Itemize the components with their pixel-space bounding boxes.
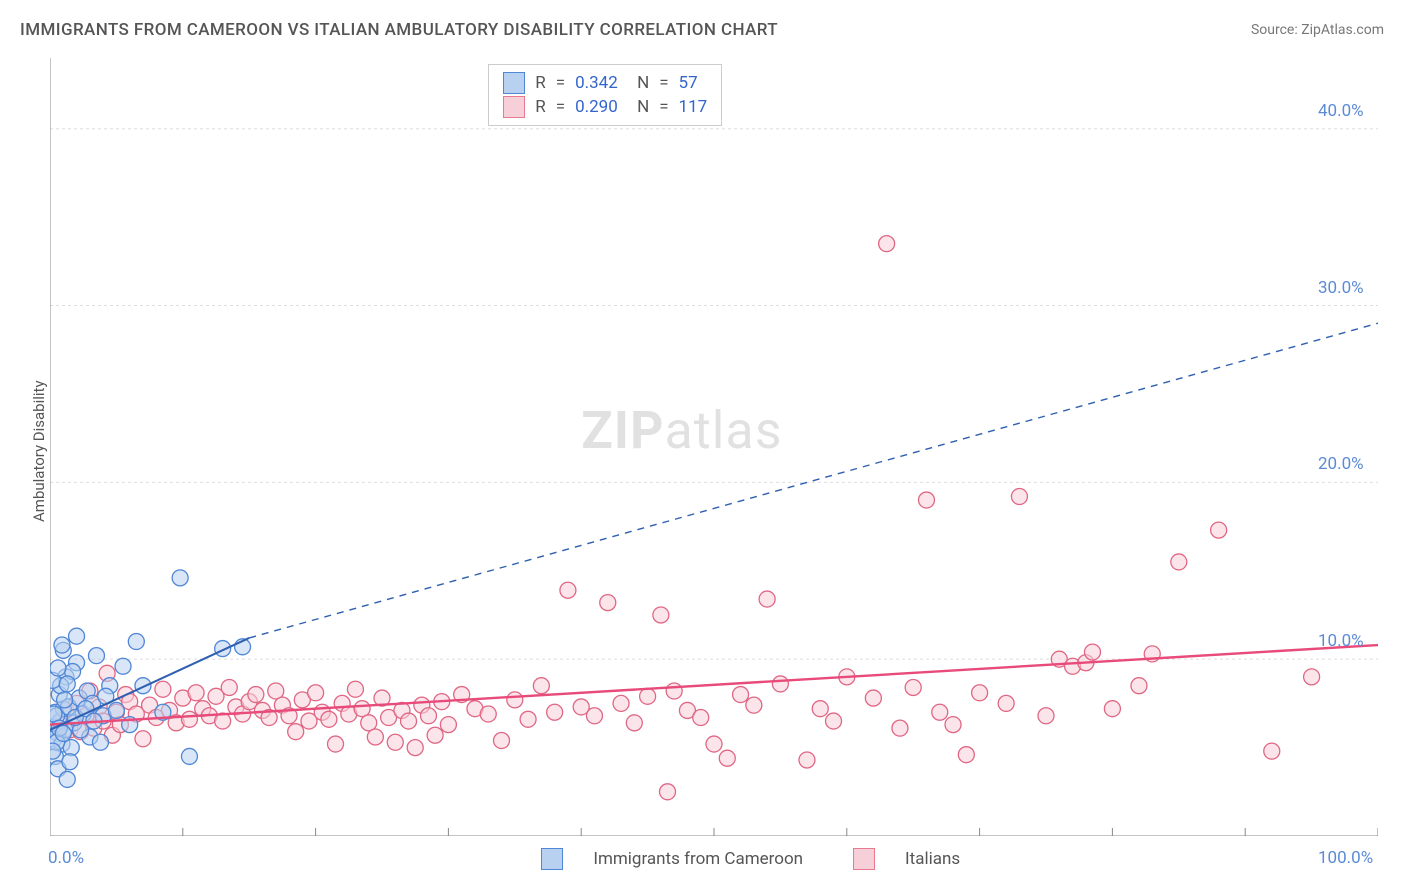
legend-row-series-2: R = 0.290 N = 117 [503,95,707,119]
source-label: Source: [1251,22,1301,38]
y-grid-label: 10.0% [1318,631,1364,651]
r-label: R [535,97,545,117]
series-2-label: Italians [905,849,960,869]
n-value-2: 117 [679,97,708,117]
series-legend: Immigrants from Cameroon Italians [541,848,960,870]
y-grid-label: 20.0% [1318,454,1364,474]
correlation-legend-box: R = 0.342 N = 57 R = 0.290 N = 117 [488,64,722,126]
r-value-1: 0.342 [575,73,627,93]
swatch-pink-icon [853,848,875,870]
y-axis-label: Ambulatory Disability [30,380,48,522]
chart-title: IMMIGRANTS FROM CAMEROON VS ITALIAN AMBU… [20,20,778,40]
source-value: ZipAtlas.com [1301,22,1384,38]
r-value-2: 0.290 [575,97,627,117]
x-axis-max-label: 100.0% [1318,848,1373,868]
x-axis-min-label: 0.0% [48,848,84,868]
swatch-blue-icon [503,72,525,94]
n-label: N [637,73,649,93]
legend-row-series-1: R = 0.342 N = 57 [503,71,707,95]
n-label: N [637,97,649,117]
y-grid-label: 40.0% [1318,101,1364,121]
series-1-label: Immigrants from Cameroon [593,849,803,869]
n-value-1: 57 [679,73,698,93]
swatch-blue-icon [541,848,563,870]
y-grid-label: 30.0% [1318,278,1364,298]
r-label: R [535,73,545,93]
swatch-pink-icon [503,96,525,118]
correlation-scatter-chart [50,58,1378,836]
source-attribution: Source: ZipAtlas.com [1251,22,1384,38]
